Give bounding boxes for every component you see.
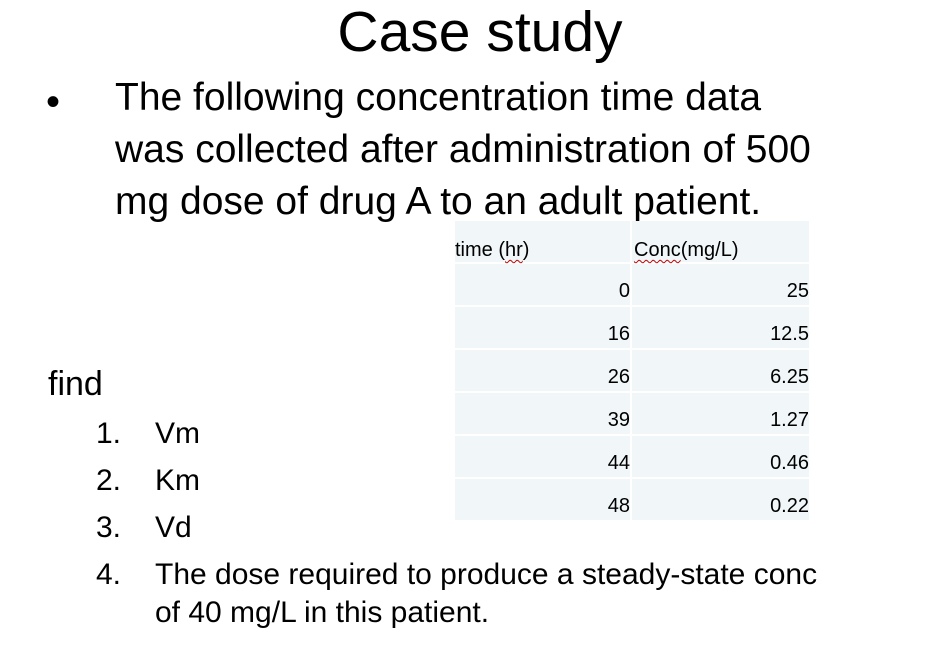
- list-item-text: Vm: [155, 417, 200, 450]
- conc-cell: 0.46: [631, 435, 809, 479]
- conc-cell: 6.25: [631, 349, 809, 393]
- table-row: 16 12.5: [455, 306, 809, 350]
- bullet-dot: •: [46, 80, 61, 124]
- list-item-text: Vd: [155, 511, 192, 544]
- conc-header-word: Conc: [634, 239, 681, 261]
- list-item: 3. Vd: [96, 509, 916, 547]
- time-header-prefix: time (: [455, 239, 505, 261]
- conc-cell: 12.5: [631, 306, 809, 350]
- table-row: 39 1.27: [455, 392, 809, 436]
- time-header-suffix: ): [522, 239, 530, 261]
- time-cell: 16: [455, 306, 632, 350]
- conc-header-unit: (mg/L): [680, 239, 739, 261]
- find-label: find: [48, 365, 103, 403]
- list-item: 2. Km: [96, 462, 916, 500]
- table-header-row: time (hr) Conc(mg/L): [455, 221, 809, 264]
- time-cell: 39: [455, 392, 632, 436]
- list-number: 2.: [96, 464, 122, 497]
- conc-cell: 1.27: [631, 392, 809, 436]
- time-cell: 0: [455, 263, 632, 307]
- list-number: 1.: [96, 417, 122, 450]
- list-item: 4. The dose required to produce a steady…: [96, 556, 916, 632]
- list-item-text: Km: [155, 464, 200, 497]
- table-row: 26 6.25: [455, 349, 809, 393]
- bullet-line-3: mg dose of drug A to an adult patient.: [115, 180, 762, 223]
- list-item-text-line-1: The dose required to produce a steady-st…: [155, 558, 818, 591]
- bullet-line-2: was collected after administration of 50…: [115, 128, 811, 171]
- conc-cell: 0.22: [631, 478, 809, 522]
- table-row: 0 25: [455, 263, 809, 307]
- time-header: time (hr): [455, 221, 632, 264]
- bullet-text: The following concentration time data wa…: [115, 72, 915, 228]
- table-row: 48 0.22: [455, 478, 809, 522]
- time-cell: 26: [455, 349, 632, 393]
- table-row: 44 0.46: [455, 435, 809, 479]
- time-cell: 44: [455, 435, 632, 479]
- list-number: 3.: [96, 511, 122, 544]
- conc-cell: 25: [631, 263, 809, 307]
- list-item: 1. Vm: [96, 415, 916, 453]
- concentration-time-table: time (hr) Conc(mg/L) 0 25 16 12.5 26 6.2…: [455, 221, 809, 522]
- find-list: 1. Vm 2. Km 3. Vd 4. The dose required t…: [96, 415, 916, 641]
- bullet-line-1: The following concentration time data: [115, 76, 762, 119]
- list-item-text-line-2: of 40 mg/L in this patient.: [155, 596, 490, 629]
- list-number: 4.: [96, 558, 122, 591]
- time-cell: 48: [455, 478, 632, 522]
- slide-title: Case study: [337, 0, 623, 64]
- time-header-unit: hr: [505, 239, 523, 261]
- conc-header: Conc(mg/L): [631, 221, 809, 264]
